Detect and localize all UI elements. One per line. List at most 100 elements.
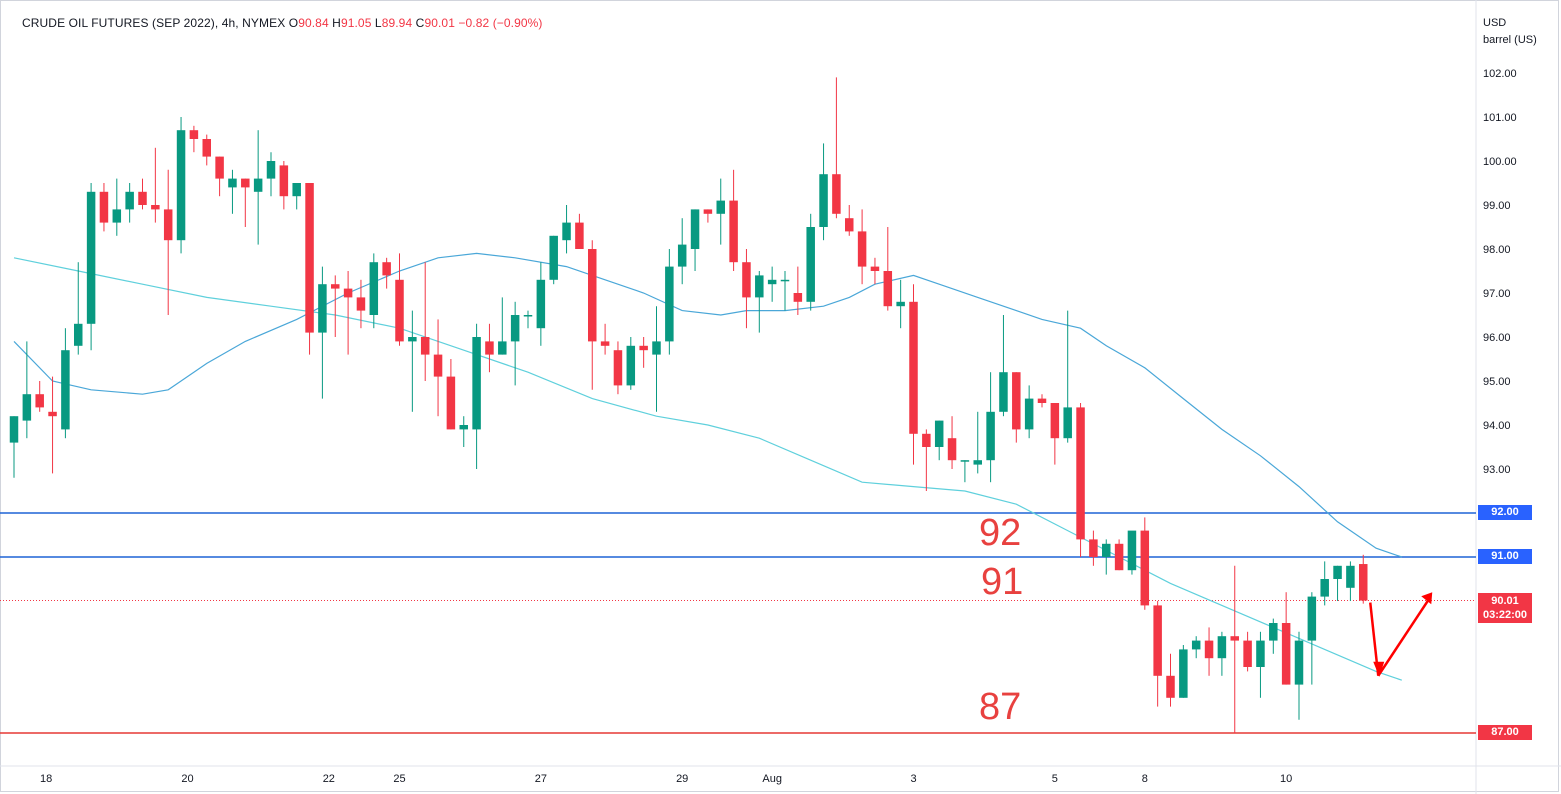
legend-change: −0.82 (−0.90%) <box>458 16 543 30</box>
candle-up <box>523 315 533 317</box>
y-tick-label: 96.00 <box>1483 332 1511 344</box>
candle-up <box>1063 407 1072 439</box>
candle-down <box>446 376 456 430</box>
candle-down <box>202 139 211 157</box>
candle-down <box>1114 543 1124 571</box>
candle-down <box>395 279 404 342</box>
legend-high: 91.05 <box>340 16 372 30</box>
candle-up <box>472 337 481 430</box>
candle-up <box>1256 640 1265 667</box>
x-tick-label: 22 <box>323 773 335 785</box>
candle-up <box>986 411 995 461</box>
y-tick-label: 99.00 <box>1483 200 1511 212</box>
legend-high-label: H <box>332 16 341 30</box>
candle-down <box>845 218 854 232</box>
x-tick-label: 27 <box>535 773 547 785</box>
price-tag-91: 91.00 <box>1478 549 1532 564</box>
candle-down <box>1204 640 1214 659</box>
candle-down <box>1153 605 1162 676</box>
candle-up <box>510 315 520 342</box>
candle-down <box>793 293 803 302</box>
last-price-value: 90.01 <box>1491 595 1519 607</box>
candle-up <box>677 244 687 267</box>
candle-down <box>1230 636 1239 641</box>
annotation-92: 92 <box>979 512 1022 554</box>
legend-low-label: L <box>374 16 382 30</box>
candle-down <box>909 301 918 434</box>
projection-arrowhead-up <box>1421 592 1433 605</box>
candle-down <box>1050 403 1060 439</box>
candle-down <box>703 209 713 214</box>
candle-down <box>883 271 893 307</box>
candle-down <box>356 297 366 311</box>
candle-down <box>742 262 751 298</box>
candle-up <box>253 178 263 192</box>
candle-up <box>960 460 970 462</box>
candle-up <box>22 394 32 421</box>
candle-down <box>163 209 173 241</box>
candle-up <box>1102 543 1111 557</box>
candle-down <box>485 341 494 355</box>
candle-up <box>74 323 83 346</box>
candle-down <box>832 174 841 214</box>
candle-up <box>292 183 301 197</box>
candle-up <box>652 341 661 355</box>
x-tick-label: 5 <box>1052 773 1058 785</box>
candle-down <box>613 350 623 386</box>
candle-up <box>1127 530 1137 571</box>
candle-up <box>1191 640 1201 650</box>
candle-up <box>780 279 790 282</box>
annotation-87: 87 <box>979 686 1022 728</box>
candle-down <box>1012 372 1021 430</box>
price-unit: USD barrel (US) <box>1483 15 1537 49</box>
candle-up <box>9 416 19 443</box>
candle-down <box>305 183 314 333</box>
candle-down <box>857 231 867 267</box>
y-tick-label: 97.00 <box>1483 288 1511 300</box>
y-tick-label: 100.00 <box>1483 156 1517 168</box>
candle-up <box>934 420 944 447</box>
candle-up <box>1333 565 1342 579</box>
y-tick-label: 102.00 <box>1483 68 1517 80</box>
candle-down <box>1243 640 1252 667</box>
candle-down <box>1076 407 1085 540</box>
candle-down <box>1037 398 1047 403</box>
fast-moving-average-line <box>13 252 1402 558</box>
candle-up <box>896 301 905 307</box>
candle-up <box>112 209 122 223</box>
candle-up <box>767 279 777 285</box>
candle-up <box>665 266 674 342</box>
candle-down <box>241 178 250 188</box>
candle-up <box>536 279 546 329</box>
candle-down <box>575 222 584 249</box>
x-tick-label: 20 <box>181 773 193 785</box>
slow-moving-average-line <box>13 257 1402 681</box>
candle-up <box>626 345 636 386</box>
candle-down <box>1166 675 1175 698</box>
legend-symbol: CRUDE OIL FUTURES (SEP 2022), 4h, NYMEX <box>22 16 286 30</box>
candle-down <box>99 191 109 223</box>
candle-down <box>151 205 160 210</box>
candle-down <box>600 341 610 346</box>
candle-up <box>408 337 417 342</box>
y-tick-label: 101.00 <box>1483 112 1517 124</box>
candle-up <box>176 130 186 241</box>
candle-down <box>588 249 597 342</box>
candle-up <box>459 425 468 430</box>
x-tick-label: 10 <box>1280 773 1292 785</box>
price-tag-92: 92.00 <box>1478 505 1532 520</box>
candle-down <box>279 165 289 197</box>
candle-up <box>999 372 1008 412</box>
candle-up <box>1346 565 1355 588</box>
x-tick-label: 8 <box>1142 773 1148 785</box>
candle-up <box>690 209 700 249</box>
candle-down <box>1089 539 1098 557</box>
candle-down <box>639 345 648 351</box>
legend-close-label: C <box>415 16 425 30</box>
candle-down <box>922 433 931 447</box>
candle-up <box>1269 623 1278 641</box>
candle-down <box>215 156 224 179</box>
candle-down <box>870 266 880 271</box>
